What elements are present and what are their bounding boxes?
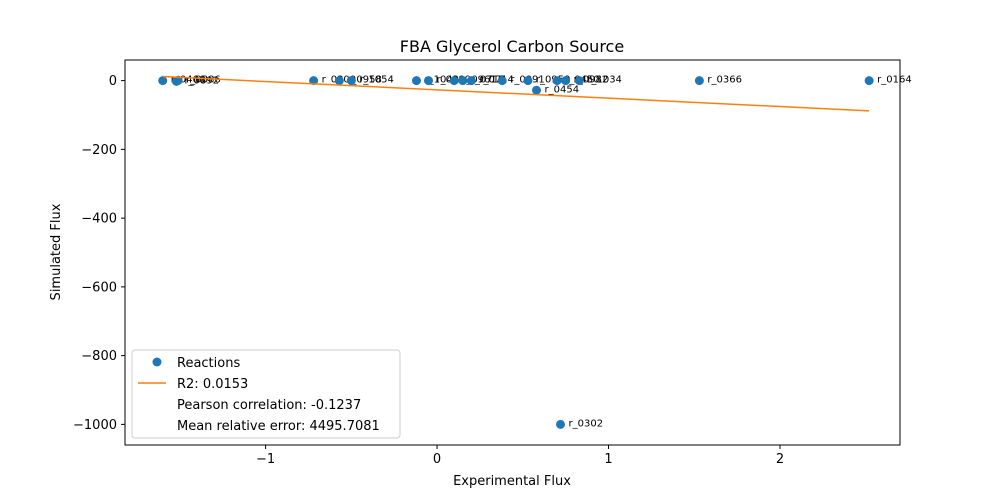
data-point xyxy=(694,76,704,86)
y-tick-label: −400 xyxy=(81,212,117,227)
legend-label-pearson: Pearson correlation: -0.1237 xyxy=(177,398,361,413)
point-label: r_0958 xyxy=(347,75,382,86)
data-point xyxy=(552,76,562,86)
chart-title: FBA Glycerol Carbon Source xyxy=(400,37,624,56)
data-point xyxy=(574,76,584,86)
legend: Reactions R2: 0.0153 Pearson correlation… xyxy=(131,349,401,439)
data-point xyxy=(532,85,542,95)
y-axis-label: Simulated Flux xyxy=(49,203,64,300)
point-label: r_0714 xyxy=(479,75,514,86)
data-point xyxy=(309,76,319,86)
data-point xyxy=(411,76,421,86)
data-point xyxy=(158,76,168,86)
y-tick-label: −200 xyxy=(81,143,117,158)
axis-ticks: −1 0 1 2 0 −200 −400 −600 −800 −1000 xyxy=(73,74,784,467)
point-label: r_0366 xyxy=(707,75,742,86)
x-tick-label: 1 xyxy=(604,452,612,467)
point-label: r_0961 xyxy=(462,75,497,86)
x-tick-label: −1 xyxy=(256,452,275,467)
point-label: r_0466 xyxy=(171,75,206,86)
data-point xyxy=(523,76,533,86)
point-label: r_0164 xyxy=(877,75,912,86)
y-tick-label: 0 xyxy=(109,74,117,89)
data-point xyxy=(423,76,433,86)
data-point xyxy=(561,76,571,86)
plot-frame xyxy=(124,59,901,446)
point-label: r_0982 xyxy=(574,75,609,86)
plot-content: r_0466r_0892r_0886r_0300r_0958r_1054r_10… xyxy=(158,74,912,429)
data-point xyxy=(334,76,344,86)
data-point xyxy=(864,76,874,86)
point-label: r_1049 xyxy=(424,75,459,86)
regression-line xyxy=(162,75,870,112)
data-point xyxy=(497,76,507,86)
legend-marker-reactions xyxy=(152,357,162,367)
legend-label-reactions: Reactions xyxy=(177,356,240,371)
data-point xyxy=(449,76,459,86)
point-label: r_1054 xyxy=(359,75,394,86)
x-tick-label: 2 xyxy=(776,452,784,467)
y-tick-label: −800 xyxy=(81,349,117,364)
data-point xyxy=(346,76,356,86)
legend-label-mre: Mean relative error: 4495.7081 xyxy=(177,419,380,434)
y-tick-label: −1000 xyxy=(73,418,117,433)
point-label: r_0892 xyxy=(184,75,219,86)
point-label: r_0886 xyxy=(186,74,221,85)
data-point xyxy=(466,76,476,86)
x-tick-label: 0 xyxy=(433,452,441,467)
point-label: r_0302 xyxy=(569,418,604,429)
point-label: r_0454 xyxy=(545,84,580,95)
legend-box xyxy=(131,349,401,439)
legend-label-r2: R2: 0.0153 xyxy=(177,377,248,392)
data-point xyxy=(458,76,468,86)
data-point xyxy=(556,419,566,429)
point-label: r_0713 xyxy=(471,75,506,86)
point-label: r_1034 xyxy=(587,75,622,86)
x-axis-label: Experimental Flux xyxy=(453,474,571,489)
y-tick-label: −600 xyxy=(81,280,117,295)
